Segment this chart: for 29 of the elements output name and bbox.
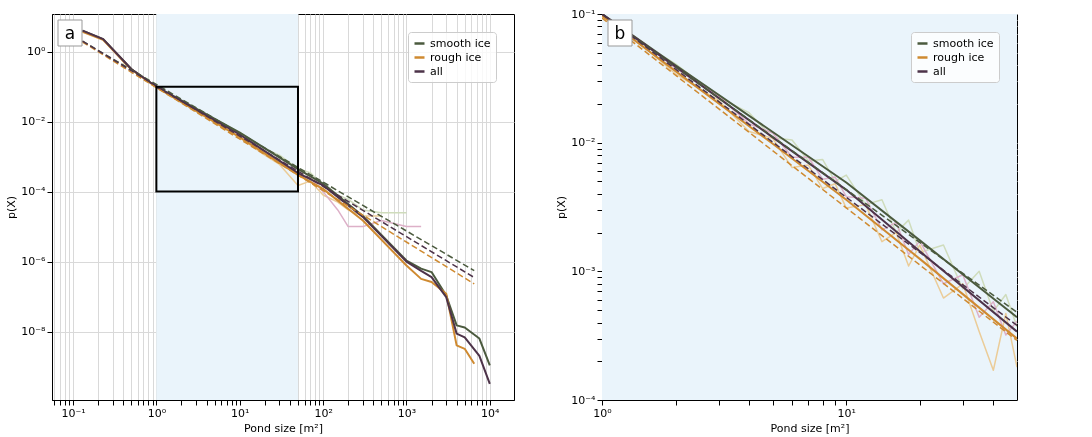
x-axis-title: Pond size [m²] bbox=[770, 421, 850, 435]
legend-label: rough ice bbox=[933, 50, 985, 64]
annotation: b bbox=[614, 23, 626, 43]
y-axis-title: p(X) bbox=[5, 195, 19, 220]
x-tick-label: 10² bbox=[314, 406, 333, 420]
x-tick-label: 10¹ bbox=[837, 406, 856, 420]
x-tick-label: 10¹ bbox=[231, 406, 250, 420]
x-tick-label: 10⁰ bbox=[593, 406, 613, 420]
x-axis-title: Pond size [m²] bbox=[244, 421, 323, 435]
y-tick-label: 10⁻⁶ bbox=[21, 255, 47, 269]
y-tick-label: 10⁻² bbox=[571, 136, 596, 150]
x-tick-label: 10⁴ bbox=[481, 406, 501, 420]
x-tick-label: 10⁻¹ bbox=[61, 406, 86, 420]
y-tick-label: 10⁰ bbox=[27, 45, 47, 59]
legend-label: smooth ice bbox=[430, 36, 491, 50]
x-tick-label: 10⁰ bbox=[147, 406, 167, 420]
y-tick-label: 10⁻¹ bbox=[571, 7, 596, 21]
legend-label: rough ice bbox=[430, 50, 482, 64]
y-tick-label: 10⁻² bbox=[21, 115, 46, 129]
legend-label: all bbox=[933, 64, 946, 78]
annotation: a bbox=[64, 23, 76, 43]
x-tick-label: 10³ bbox=[397, 406, 417, 420]
y-axis-title: p(X) bbox=[555, 195, 569, 220]
legend-label: smooth ice bbox=[933, 36, 994, 50]
y-tick-label: 10⁻⁴ bbox=[571, 393, 597, 407]
y-tick-label: 10⁻³ bbox=[571, 264, 596, 278]
y-tick-label: 10⁻⁴ bbox=[21, 185, 47, 199]
y-tick-label: 10⁻⁸ bbox=[21, 325, 47, 339]
legend-label: all bbox=[430, 64, 443, 78]
